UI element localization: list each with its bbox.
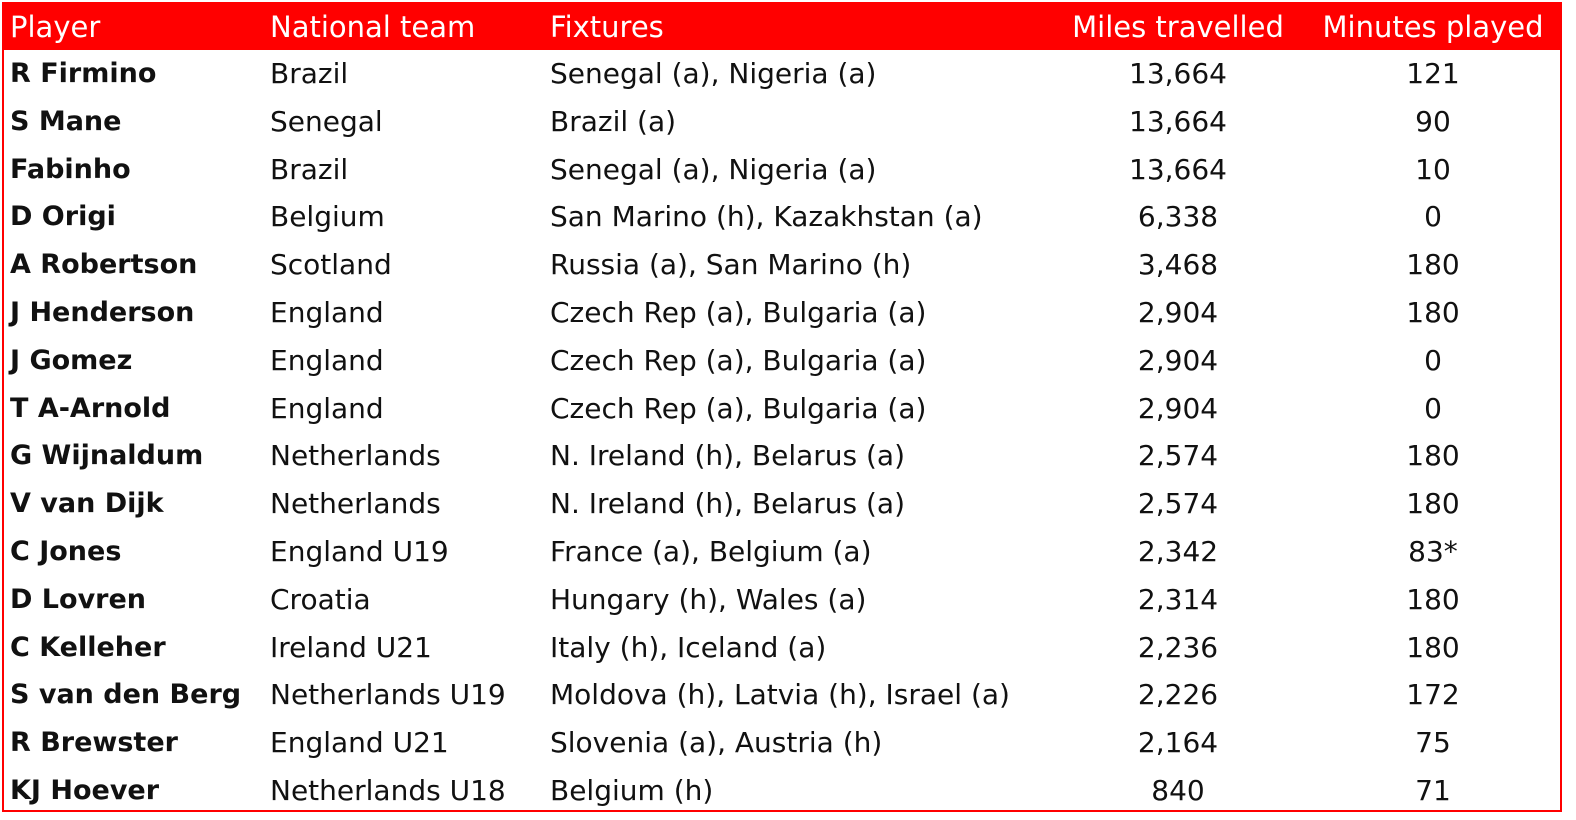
fixtures-cell: N. Ireland (h), Belarus (a) <box>550 439 906 473</box>
fixtures-cell: Russia (a), San Marino (h) <box>550 248 912 282</box>
fixtures-cell: Czech Rep (a), Bulgaria (a) <box>550 296 927 329</box>
miles-travelled-cell: 2,164 <box>1137 726 1219 760</box>
header-cell: Player <box>10 10 101 44</box>
fixtures-cell: N. Ireland (h), Belarus (a) <box>550 487 906 521</box>
fixtures-cell: Senegal (a), Nigeria (a) <box>550 152 877 186</box>
minutes-played-cell: 180 <box>1406 439 1460 473</box>
minutes-played-cell: 172 <box>1406 678 1460 712</box>
national-team-cell: Netherlands <box>270 487 441 521</box>
national-team-cell: England U19 <box>270 535 449 568</box>
minutes-played-cell: 83* <box>1408 535 1458 568</box>
header-cell: Miles travelled <box>1072 10 1284 44</box>
minutes-played-cell: 75 <box>1415 726 1451 760</box>
national-team-cell: Scotland <box>270 248 392 282</box>
miles-travelled-cell: 2,226 <box>1137 678 1219 712</box>
miles-travelled-cell: 2,904 <box>1137 391 1219 425</box>
national-team-cell: England <box>270 296 384 329</box>
header-cell: National team <box>270 10 476 44</box>
national-team-cell: Netherlands <box>270 439 441 473</box>
minutes-played-cell: 0 <box>1424 200 1442 234</box>
fixtures-cell: Brazil (a) <box>550 104 677 138</box>
header-cell: Minutes played <box>1322 10 1544 44</box>
fixtures-cell: Moldova (h), Latvia (h), Israel (a) <box>550 678 1010 712</box>
miles-travelled-cell: 2,904 <box>1137 296 1219 329</box>
minutes-played-cell: 0 <box>1424 391 1442 425</box>
fixtures-cell: Italy (h), Iceland (a) <box>550 630 827 664</box>
table: Player National team Fixtures Miles travell… <box>2 2 1562 812</box>
miles-travelled-cell: 6,338 <box>1137 200 1219 234</box>
fixtures-cell: France (a), Belgium (a) <box>550 535 872 568</box>
miles-travelled-cell: 2,574 <box>1137 439 1219 473</box>
minutes-played-cell: 71 <box>1415 774 1451 807</box>
national-team-cell: England <box>270 343 384 377</box>
player-cell: J Gomez <box>10 344 133 376</box>
header-cell: Fixtures <box>550 10 664 44</box>
miles-travelled-cell: 2,574 <box>1137 487 1219 521</box>
player-cell: R Brewster <box>10 727 178 759</box>
player-cell: KJ Hoever <box>10 775 160 806</box>
national-team-cell: England U21 <box>270 726 449 760</box>
national-team-cell: Belgium <box>270 200 385 234</box>
player-cell: J Henderson <box>10 297 195 328</box>
minutes-played-cell: 180 <box>1406 630 1460 664</box>
minutes-played-cell: 180 <box>1406 296 1460 329</box>
national-team-cell: Netherlands U19 <box>270 678 506 712</box>
player-cell: V van Dijk <box>10 488 164 520</box>
player-cell: G Wijnaldum <box>10 440 204 472</box>
player-cell: T A-Arnold <box>10 392 171 424</box>
minutes-played-cell: 121 <box>1406 57 1460 90</box>
player-cell: S Mane <box>10 105 122 137</box>
fixtures-cell: Czech Rep (a), Bulgaria (a) <box>550 343 927 377</box>
minutes-played-cell: 180 <box>1406 487 1460 521</box>
miles-travelled-cell: 840 <box>1151 774 1205 807</box>
fixtures-cell: Hungary (h), Wales (a) <box>550 582 867 616</box>
miles-travelled-cell: 2,236 <box>1137 630 1219 664</box>
miles-travelled-cell: 2,904 <box>1137 343 1219 377</box>
national-team-cell: Ireland U21 <box>270 630 432 664</box>
minutes-played-cell: 90 <box>1415 104 1451 138</box>
national-team-cell: England <box>270 391 384 425</box>
miles-travelled-cell: 2,342 <box>1137 535 1219 568</box>
player-cell: C Jones <box>10 536 122 567</box>
minutes-played-cell: 180 <box>1406 248 1460 282</box>
player-cell: S van den Berg <box>10 679 242 711</box>
fixtures-cell: San Marino (h), Kazakhstan (a) <box>550 200 983 234</box>
miles-travelled-cell: 3,468 <box>1137 248 1219 282</box>
player-cell: R Firmino <box>10 58 157 89</box>
miles-travelled-cell: 13,664 <box>1129 152 1227 186</box>
national-team-cell: Brazil <box>270 152 349 186</box>
national-team-cell: Senegal <box>270 104 383 138</box>
minutes-played-cell: 0 <box>1424 343 1442 377</box>
fixtures-cell: Czech Rep (a), Bulgaria (a) <box>550 391 927 425</box>
miles-travelled-cell: 2,314 <box>1137 582 1219 616</box>
national-team-cell: Netherlands U18 <box>270 774 506 807</box>
national-team-cell: Croatia <box>270 582 371 616</box>
header-row <box>4 4 1560 50</box>
player-cell: Fabinho <box>10 153 131 185</box>
miles-travelled-cell: 13,664 <box>1129 104 1227 138</box>
fixtures-cell: Belgium (h) <box>550 774 714 807</box>
player-cell: D Lovren <box>10 583 147 615</box>
miles-travelled-cell: 13,664 <box>1129 57 1227 90</box>
minutes-played-cell: 10 <box>1415 152 1451 186</box>
fixtures-cell: Slovenia (a), Austria (h) <box>550 726 883 760</box>
player-cell: D Origi <box>10 201 116 233</box>
player-cell: A Robertson <box>10 249 198 281</box>
fixtures-cell: Senegal (a), Nigeria (a) <box>550 57 877 90</box>
minutes-played-cell: 180 <box>1406 582 1460 616</box>
national-team-cell: Brazil <box>270 57 349 90</box>
player-cell: C Kelleher <box>10 631 166 663</box>
